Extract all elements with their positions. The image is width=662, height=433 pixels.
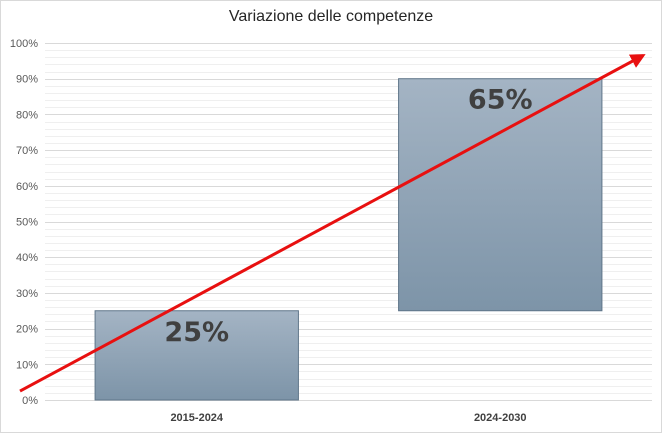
y-tick-label: 70% [16,145,38,157]
y-tick-label: 40% [16,252,38,264]
bar-data-label: 25% [164,317,229,348]
bar-2024-2030 [398,78,603,312]
bars: 25% 65% [94,78,603,401]
bar-2015-2024 [94,310,299,401]
chart-title: Variazione delle competenze [228,8,434,25]
y-axis: 0% 10% 20% 30% 40% 50% 60% 70% 80% 90% 100% [10,38,38,407]
y-tick-label: 50% [16,217,38,229]
y-tick-label: 30% [16,288,38,300]
y-tick-label: 0% [22,395,38,407]
y-tick-label: 100% [10,38,38,50]
trend-arrow-group [19,54,646,393]
x-category-label: 2024-2030 [474,412,527,424]
y-tick-label: 60% [16,181,38,193]
trend-arrow [19,54,646,393]
y-tick-label: 90% [16,74,38,86]
y-tick-label: 10% [16,359,38,371]
y-tick-label: 20% [16,324,38,336]
x-axis: 2015-2024 2024-2030 [170,412,526,424]
y-tick-label: 80% [16,109,38,121]
bar-data-label: 65% [468,85,533,116]
x-category-label: 2015-2024 [170,412,223,424]
